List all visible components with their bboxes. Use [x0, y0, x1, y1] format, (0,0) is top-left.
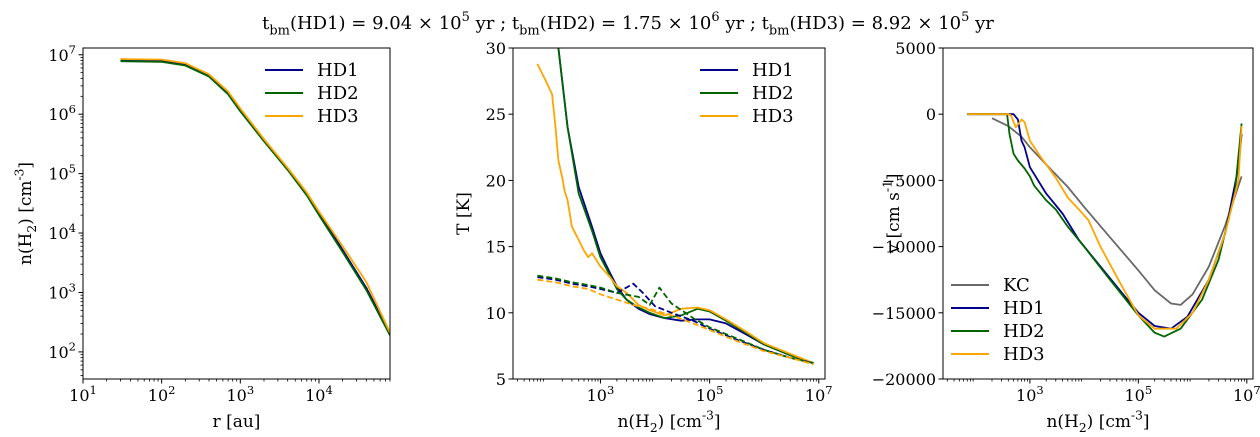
legend-label-hd2: HD2 [317, 83, 359, 104]
y-tick-label: −10000 [872, 238, 936, 257]
y-tick-label: 10 [486, 304, 506, 323]
y-tick-label: 15 [486, 238, 506, 257]
y-tick-label: 5000 [895, 39, 936, 58]
series-line-hd3 [120, 58, 390, 334]
x-tick-label: 103 [587, 383, 615, 405]
series-line-hd3 [967, 113, 1243, 330]
y-tick-label: 107 [48, 43, 76, 65]
x-axis-label: n(H2) [cm-3] [1046, 408, 1149, 435]
y-tick-label: −20000 [872, 370, 936, 389]
series-line-hd2 [120, 60, 390, 336]
legend-label-hd3: HD3 [752, 106, 794, 127]
x-tick-label: 105 [696, 383, 724, 405]
y-tick-label: 104 [48, 221, 76, 243]
series-line-hd1 [557, 48, 814, 364]
legend-label-hd3: HD3 [317, 106, 359, 127]
x-tick-label: 103 [226, 383, 254, 405]
y-tick-label: −5000 [882, 171, 936, 190]
legend-label-hd1: HD1 [1003, 298, 1045, 319]
y-tick-label: 25 [486, 105, 506, 124]
y-axis-label: n(H2) [cm-3] [12, 162, 39, 265]
y-tick-label: 0 [926, 105, 936, 124]
y-tick-label: 106 [48, 102, 76, 124]
plot-frame [942, 47, 1254, 380]
legend-label-kc: KC [1003, 275, 1030, 296]
series-group [967, 113, 1243, 338]
x-tick-label: 101 [69, 383, 97, 405]
x-tick-label: 107 [805, 383, 833, 405]
x-tick-label: 107 [1233, 383, 1260, 405]
panel-1: 101 102 103 104 102 103 104 105 106 107 r [au] n(H2… [12, 43, 391, 432]
y-tick-label: −15000 [872, 304, 936, 323]
panel-3: 103 105 107 −20000 −15000 −10000 −5000 0 5000 n(H… [872, 39, 1260, 435]
x-tick-label: 103 [1016, 383, 1044, 405]
legend-label-hd2: HD2 [1003, 321, 1045, 342]
figure-title: tbm(HD1) = 9.04 × 105 yr ; tbm(HD2) = 1.… [262, 10, 994, 39]
x-tick-label: 102 [148, 383, 176, 405]
x-axis-label: r [au] [213, 412, 261, 432]
x-tick-label: 104 [305, 383, 333, 405]
plot-frame [82, 47, 391, 380]
y-tick-label: 20 [486, 171, 506, 190]
y-tick-label: 102 [48, 340, 76, 362]
series-group [120, 58, 390, 336]
legend-label-hd1: HD1 [752, 60, 794, 81]
series-line-hd3-dashed [537, 278, 814, 366]
series-line-hd1-dashed [537, 276, 814, 364]
y-tick-label: 5 [496, 370, 506, 389]
series-line-hd2-dashed [537, 274, 814, 364]
plot-frame [512, 47, 826, 380]
series-line-hd2 [557, 48, 814, 364]
y-tick-label: 105 [48, 161, 76, 183]
x-tick-label: 105 [1125, 383, 1153, 405]
y-tick-label: 103 [48, 280, 76, 302]
x-axis-label: n(H2) [cm-3] [617, 408, 720, 435]
series-line-kc [991, 117, 1243, 306]
panel-2: 103 105 107 5 10 15 20 25 30 n(H2) [cm-3] T [K] HD1… [454, 39, 833, 435]
y-axis-label: T [K] [454, 192, 474, 235]
series-group [536, 48, 814, 366]
legend-label-hd3: HD3 [1003, 344, 1045, 365]
legend-label-hd2: HD2 [752, 83, 794, 104]
series-line-hd3 [536, 63, 814, 364]
y-axis-label: v [cm s-1] [880, 174, 904, 255]
legend-label-hd1: HD1 [317, 60, 359, 81]
y-tick-label: 30 [486, 39, 506, 58]
